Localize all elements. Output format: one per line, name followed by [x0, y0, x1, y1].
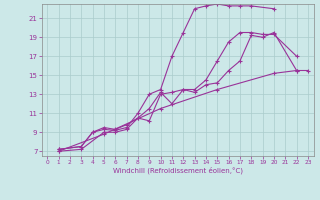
X-axis label: Windchill (Refroidissement éolien,°C): Windchill (Refroidissement éolien,°C): [113, 167, 243, 174]
